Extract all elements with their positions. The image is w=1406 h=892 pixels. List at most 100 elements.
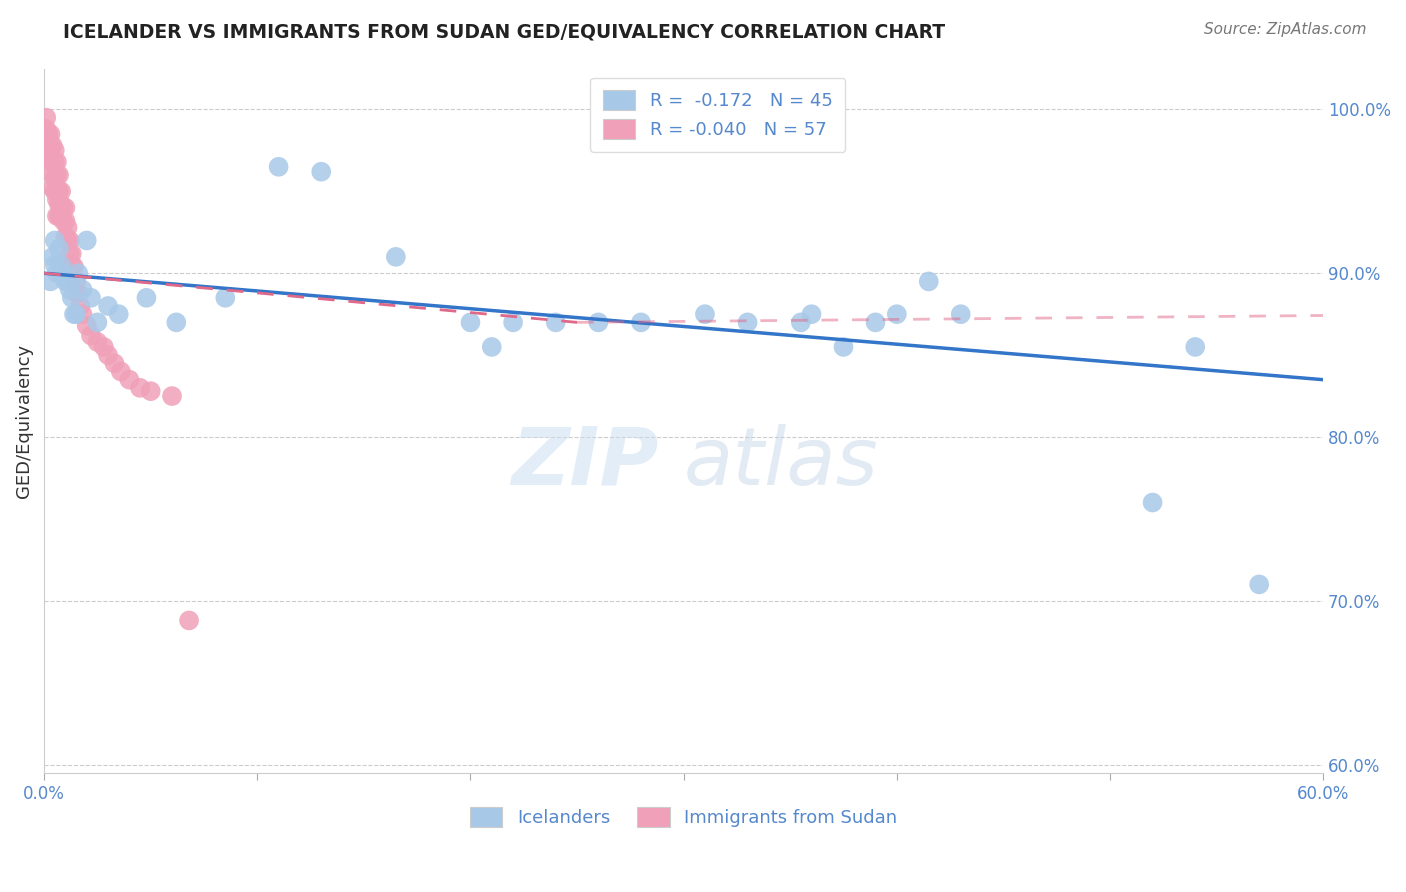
Point [790,315,813,329]
Point [63,260,86,274]
Point [48,242,70,256]
Point [59,234,82,248]
Point [45,209,67,223]
Point [72,283,94,297]
Point [55,201,77,215]
Y-axis label: GED/Equivalency: GED/Equivalency [15,343,32,498]
Point [544,315,567,329]
Point [110,364,132,378]
Point [832,340,855,354]
Point [93,340,115,354]
Point [97,348,120,362]
Point [44,185,66,199]
Point [55,230,77,244]
Point [502,315,524,329]
Point [86,334,108,349]
Point [60,246,83,260]
Point [267,160,290,174]
Point [52,266,75,280]
Point [45,154,67,169]
Text: Source: ZipAtlas.com: Source: ZipAtlas.com [1204,22,1367,37]
Text: atlas: atlas [683,424,879,502]
Point [45,168,67,182]
Point [1249,577,1271,591]
Point [56,234,79,248]
Point [60,260,83,274]
Point [800,307,823,321]
Point [37,127,59,141]
Point [214,291,236,305]
Point [44,154,66,169]
Point [45,266,67,280]
Point [55,214,77,228]
Point [630,315,652,329]
Point [41,138,63,153]
Point [118,373,141,387]
Point [86,315,108,329]
Point [45,193,67,207]
Point [51,209,73,223]
Point [165,315,187,329]
Point [37,152,59,166]
Point [63,307,86,321]
Point [44,258,66,272]
Point [48,209,70,223]
Point [80,291,103,305]
Point [37,138,59,153]
Point [39,127,62,141]
Point [51,258,73,272]
Point [39,138,62,153]
Point [385,250,408,264]
Point [76,318,98,333]
Point [97,299,120,313]
Point [41,250,63,264]
Point [67,285,90,300]
Point [41,181,63,195]
Point [949,307,972,321]
Point [886,307,908,321]
Point [44,234,66,248]
Point [45,181,67,195]
Point [103,356,125,370]
Point [918,274,941,288]
Point [44,144,66,158]
Point [139,384,162,399]
Legend: Icelanders, Immigrants from Sudan: Icelanders, Immigrants from Sudan [463,800,904,834]
Point [865,315,887,329]
Point [51,185,73,199]
Point [56,220,79,235]
Point [59,246,82,260]
Point [44,171,66,186]
Point [51,197,73,211]
Point [48,197,70,211]
Point [67,266,90,280]
Point [160,389,183,403]
Point [39,274,62,288]
Point [76,234,98,248]
Point [72,307,94,321]
Point [52,201,75,215]
Point [309,164,332,178]
Point [588,315,610,329]
Point [60,291,83,305]
Point [41,152,63,166]
Point [48,185,70,199]
Point [48,168,70,182]
Point [59,283,82,297]
Point [1142,495,1164,509]
Point [56,274,79,288]
Text: ICELANDER VS IMMIGRANTS FROM SUDAN GED/EQUIVALENCY CORRELATION CHART: ICELANDER VS IMMIGRANTS FROM SUDAN GED/E… [63,22,945,41]
Point [69,299,91,313]
Point [35,122,58,136]
Point [55,274,77,288]
Point [107,307,129,321]
Point [1184,340,1206,354]
Text: ZIP: ZIP [510,424,658,502]
Point [460,315,482,329]
Point [129,381,152,395]
Point [177,614,200,628]
Point [80,328,103,343]
Point [481,340,503,354]
Point [52,214,75,228]
Point [135,291,157,305]
